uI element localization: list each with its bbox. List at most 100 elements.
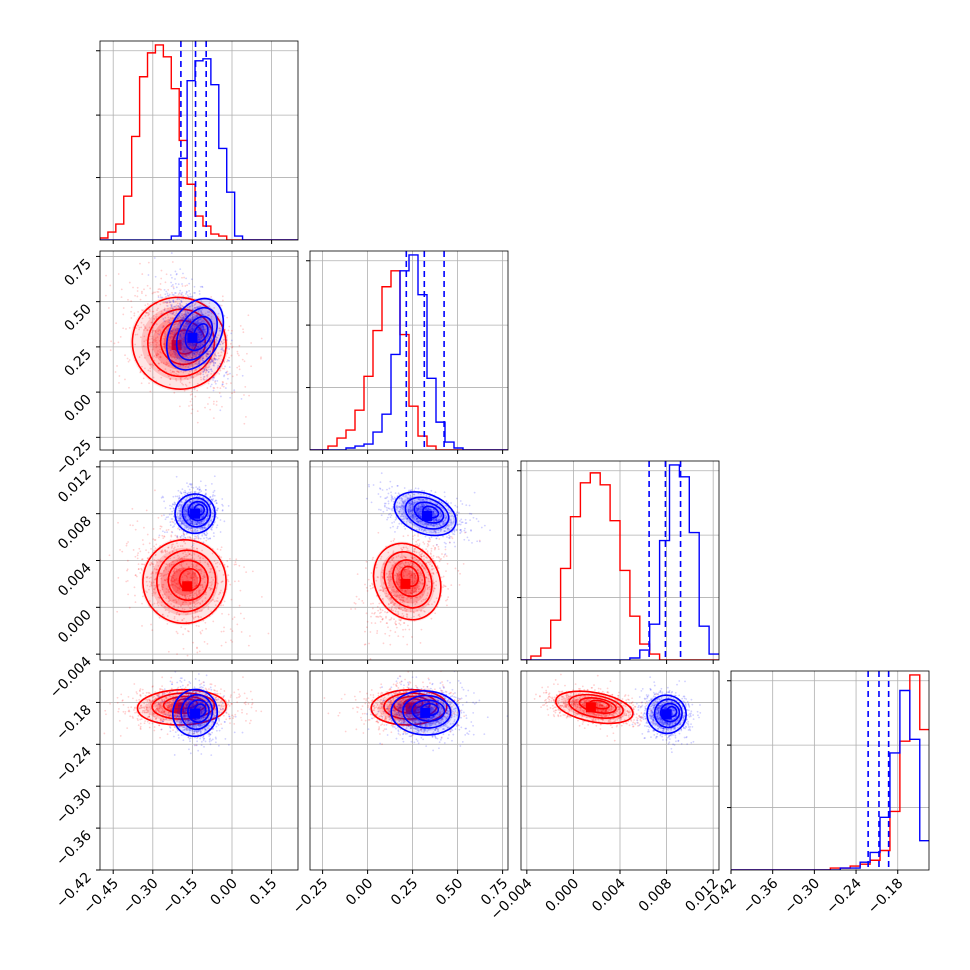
scatter-point: [202, 341, 205, 344]
scatter-point: [198, 353, 201, 356]
scatter-point: [183, 313, 185, 316]
scatter-point: [182, 295, 185, 298]
scatter-point: [189, 295, 192, 298]
scatter-point: [191, 353, 194, 356]
scatter-point: [196, 521, 199, 524]
scatter-point: [426, 557, 429, 559]
scatter-point: [194, 582, 196, 584]
scatter-point: [180, 336, 183, 338]
scatter-point: [147, 557, 149, 560]
scatter-point: [173, 546, 176, 549]
scatter-point: [210, 368, 213, 371]
scatter-point: [201, 522, 203, 525]
scatter-point: [190, 320, 192, 322]
scatter-point: [182, 324, 185, 326]
scatter-point: [156, 561, 158, 563]
scatter-point: [186, 519, 189, 521]
scatter-point: [210, 528, 212, 531]
scatter-point: [141, 558, 143, 561]
scatter-point: [156, 352, 159, 355]
scatter-point: [168, 564, 171, 567]
scatter-point: [200, 572, 203, 575]
scatter-point: [190, 325, 192, 328]
scatter-point: [164, 567, 167, 570]
scatter-point: [202, 334, 205, 337]
scatter-point: [194, 521, 197, 523]
scatter-point: [225, 371, 227, 374]
scatter-point: [196, 352, 199, 355]
density-peak: [182, 581, 193, 592]
scatter-point: [201, 285, 204, 288]
scatter-point: [187, 519, 190, 522]
scatter-point: [181, 594, 184, 597]
scatter-point: [195, 540, 198, 543]
scatter-point: [163, 308, 166, 311]
scatter-point: [175, 515, 178, 518]
scatter-point: [199, 329, 202, 332]
scatter-point: [183, 514, 186, 516]
scatter-point: [199, 372, 202, 374]
scatter-point: [178, 405, 181, 408]
scatter-point: [411, 636, 413, 638]
scatter-point: [395, 595, 397, 598]
scatter-point: [182, 522, 185, 525]
scatter-point: [165, 361, 168, 364]
scatter-point: [390, 567, 393, 570]
scatter-point: [152, 291, 155, 294]
scatter-point: [201, 326, 204, 328]
scatter-point: [208, 396, 211, 399]
scatter-point: [219, 329, 222, 332]
scatter-point: [168, 310, 170, 313]
scatter-point: [196, 320, 199, 322]
scatter-point: [175, 568, 178, 570]
scatter-point: [197, 318, 200, 321]
scatter-point: [190, 305, 192, 308]
scatter-point: [180, 319, 182, 321]
scatter-point: [219, 409, 222, 412]
scatter-point: [199, 556, 202, 559]
scatter-point: [190, 331, 192, 333]
scatter-point: [417, 585, 420, 587]
scatter-point: [163, 531, 166, 534]
scatter-point: [181, 283, 183, 285]
scatter-point: [186, 579, 188, 582]
scatter-point: [188, 322, 191, 325]
scatter-point: [354, 607, 357, 610]
scatter-point: [172, 323, 175, 326]
scatter-point: [201, 516, 204, 518]
scatter-point: [435, 584, 438, 587]
scatter-point: [203, 328, 206, 331]
scatter-point: [173, 327, 176, 330]
scatter-point: [201, 534, 204, 537]
scatter-point: [194, 603, 197, 606]
scatter-point: [226, 352, 229, 355]
scatter-point: [182, 491, 185, 494]
scatter-point: [189, 522, 192, 525]
scatter-point: [197, 335, 200, 338]
scatter-point: [208, 586, 211, 589]
scatter-point: [170, 579, 173, 581]
scatter-point: [185, 290, 188, 293]
scatter-point: [178, 520, 181, 523]
scatter-point: [140, 309, 143, 312]
scatter-point: [171, 312, 174, 315]
scatter-point: [180, 504, 183, 506]
scatter-point: [167, 597, 170, 600]
scatter-point: [414, 557, 417, 560]
scatter-point: [365, 560, 368, 563]
scatter-point: [199, 632, 202, 635]
scatter-point: [212, 494, 215, 496]
scatter-point: [192, 352, 195, 354]
scatter-point: [196, 488, 199, 491]
scatter-point: [162, 583, 165, 586]
scatter-point: [150, 343, 152, 346]
scatter-point: [382, 642, 385, 645]
scatter-point: [205, 534, 208, 537]
scatter-point: [401, 612, 404, 615]
density-contour: [174, 493, 216, 535]
scatter-point: [187, 536, 189, 539]
scatter-point: [168, 383, 171, 386]
scatter-point: [169, 304, 172, 306]
scatter-point: [376, 632, 378, 635]
scatter-point: [205, 518, 208, 521]
